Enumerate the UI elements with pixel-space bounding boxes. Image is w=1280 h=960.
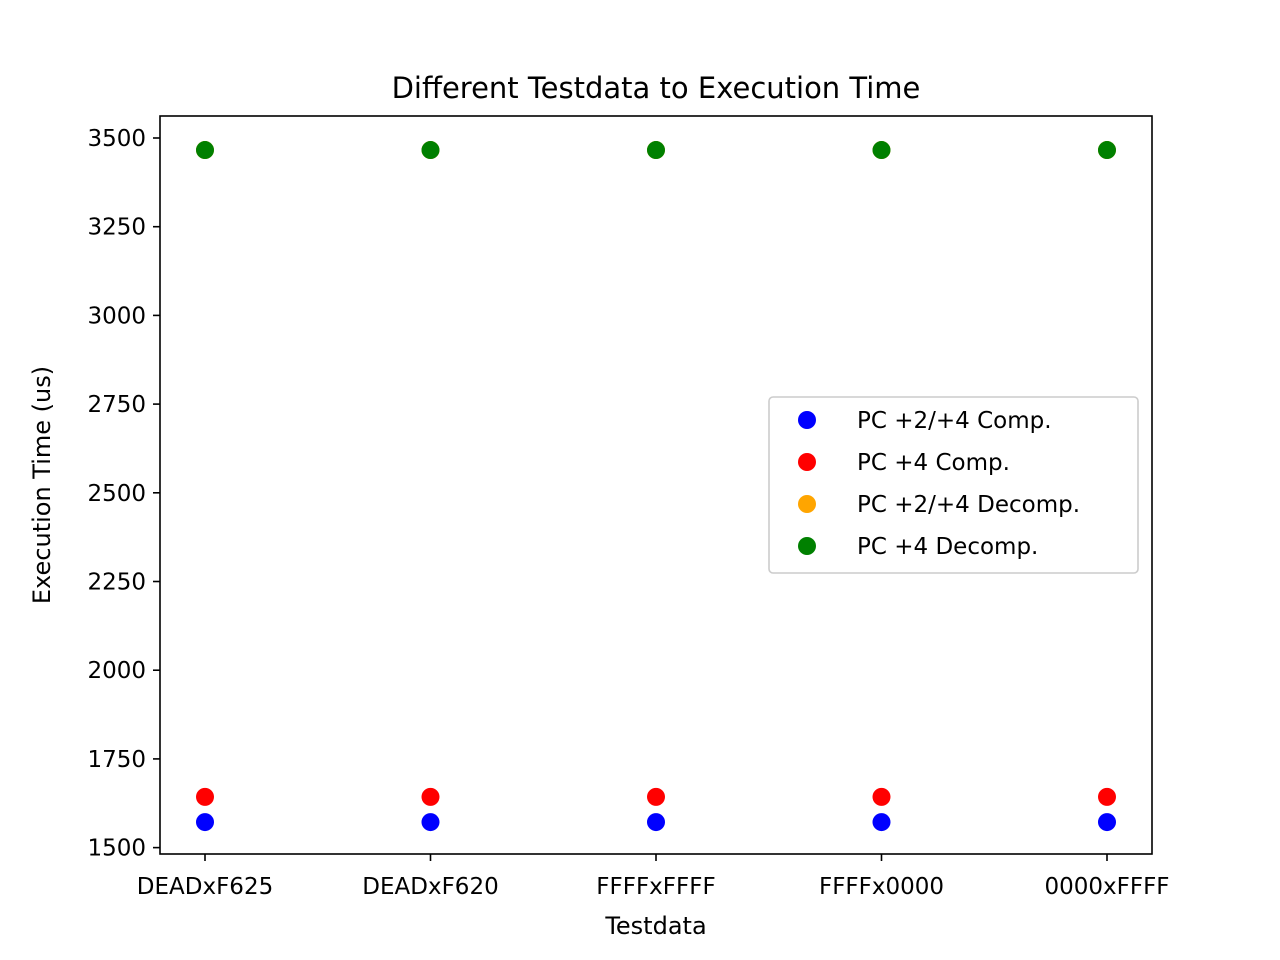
data-point-series-1	[421, 813, 440, 832]
y-tick-label: 1500	[87, 836, 146, 862]
chart-title: Different Testdata to Execution Time	[392, 71, 921, 105]
y-tick-label: 2500	[87, 481, 146, 507]
y-tick-label: 3500	[87, 126, 146, 152]
y-tick-label: 1750	[87, 747, 146, 773]
y-tick-label: 3000	[87, 303, 146, 329]
y-tick-label: 2250	[87, 570, 146, 596]
data-point-series-2	[647, 787, 665, 806]
legend-label: PC +2/+4 Decomp.	[857, 492, 1080, 518]
legend-label: PC +4 Decomp.	[857, 534, 1038, 560]
legend-marker	[798, 453, 816, 471]
data-point-series-1	[647, 813, 665, 832]
data-point-series-1	[1098, 813, 1116, 832]
y-tick-label: 2000	[87, 658, 146, 684]
legend: PC +2/+4 Comp. PC +4 Comp. PC +2/+4 Decomp…	[768, 396, 1139, 574]
legend-label: PC +2/+4 Comp.	[857, 408, 1052, 434]
x-tick-label: DEADxF620	[362, 874, 498, 900]
x-tick-label: 0000xFFFF	[1044, 874, 1169, 900]
y-axis: 1500 1750 2000 2250 2500 2750 3000 3250 3500	[87, 126, 160, 862]
data-points	[196, 141, 1116, 832]
legend-marker	[798, 411, 816, 429]
x-tick-label: DEADxF625	[137, 874, 273, 900]
legend-marker	[798, 495, 816, 513]
x-tick-label: FFFFxFFFF	[596, 874, 715, 900]
x-axis-label: Testdata	[604, 912, 706, 940]
data-point-series-4	[872, 141, 891, 160]
y-axis-label: Execution Time (us)	[28, 366, 56, 604]
y-tick-label: 2750	[87, 392, 146, 418]
legend-label: PC +4 Comp.	[857, 450, 1010, 476]
data-point-series-1	[196, 813, 214, 832]
data-point-series-4	[421, 141, 440, 160]
y-tick-label: 3250	[87, 215, 146, 241]
x-tick-label: FFFFx0000	[819, 874, 944, 900]
data-point-series-2	[196, 787, 214, 806]
data-point-series-2	[421, 787, 440, 806]
x-axis: DEADxF625 DEADxF620 FFFFxFFFF FFFFx0000 0000…	[137, 854, 1170, 900]
data-point-series-4	[1098, 141, 1116, 160]
legend-box	[768, 396, 1139, 574]
data-point-series-1	[872, 813, 891, 832]
data-point-series-2	[872, 787, 891, 806]
data-point-series-4	[196, 141, 214, 160]
data-point-series-4	[647, 141, 665, 160]
data-point-series-2	[1098, 787, 1116, 806]
legend-marker	[798, 537, 816, 555]
